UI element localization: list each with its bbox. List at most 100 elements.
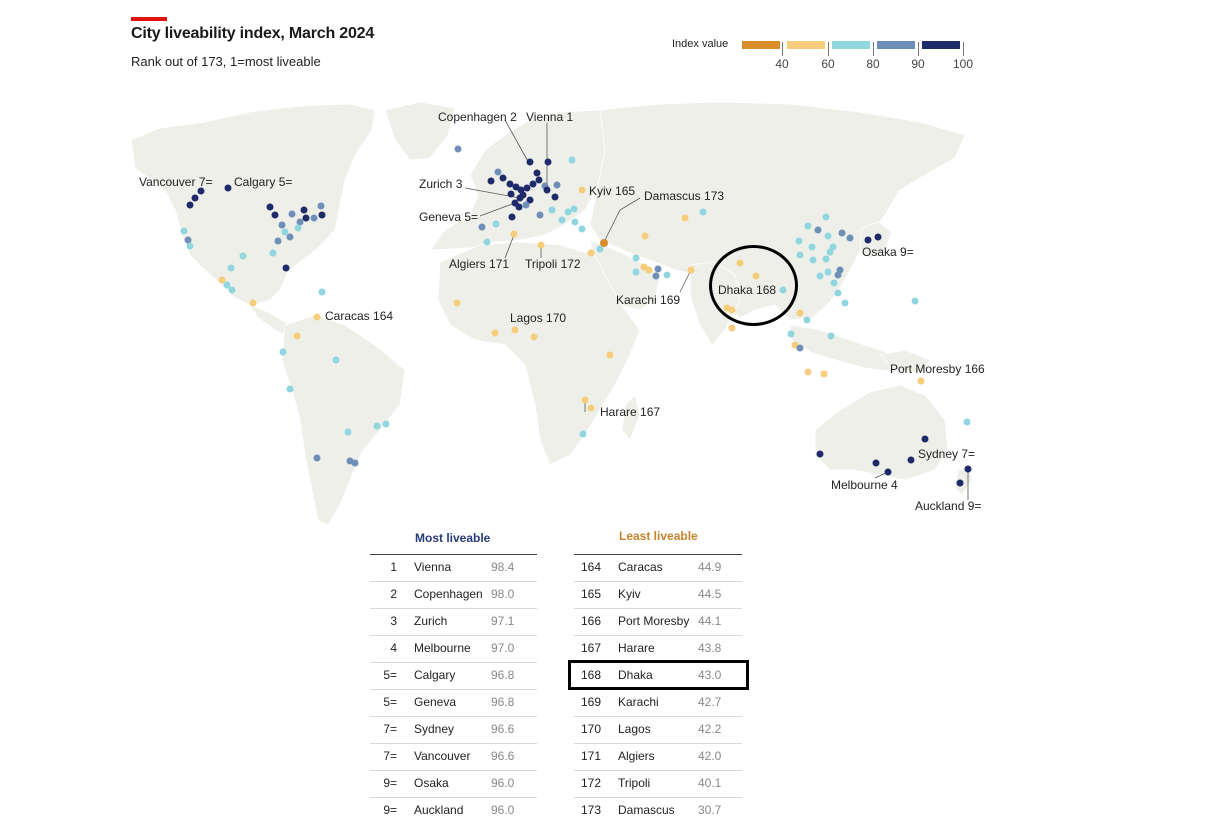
city-dot <box>809 256 817 264</box>
city-dot <box>808 243 816 251</box>
city-dot <box>963 418 971 426</box>
row-value: 42.0 <box>698 749 722 763</box>
city-dot-kyiv <box>578 186 586 194</box>
table-row: 164 Caracas 44.9 <box>574 554 742 582</box>
row-rank: 4 <box>390 641 397 655</box>
city-dot <box>551 193 559 201</box>
map-label-auckland: Auckland 9= <box>915 499 981 513</box>
label-name: Damascus <box>644 189 701 203</box>
label-name: Zurich <box>419 177 453 191</box>
table-row: 172 Tripoli 40.1 <box>574 770 742 798</box>
row-rank: 9= <box>383 776 397 790</box>
city-dot <box>571 218 579 226</box>
table-row: 166 Port Moresby 44.1 <box>574 608 742 636</box>
city-dot-calgary <box>224 184 232 192</box>
city-dot <box>483 238 491 246</box>
city-dot-lagos <box>511 326 519 334</box>
city-dot <box>564 208 572 216</box>
row-value: 96.8 <box>491 668 515 682</box>
city-dot-melbourne <box>884 468 892 476</box>
row-value: 97.1 <box>491 614 515 628</box>
label-rank: 4 <box>891 478 898 492</box>
city-dot <box>286 385 294 393</box>
legend-tick <box>828 42 829 56</box>
label-rank: 7= <box>198 175 213 189</box>
row-city: Harare <box>618 641 655 655</box>
table-row: 9= Osaka 96.0 <box>370 770 537 798</box>
city-dot <box>296 218 304 226</box>
city-dot <box>596 245 604 253</box>
city-dot <box>587 404 595 412</box>
row-value: 96.6 <box>491 749 515 763</box>
row-value: 97.0 <box>491 641 515 655</box>
chart-subtitle: Rank out of 173, 1=most liveable <box>131 54 321 69</box>
city-dot <box>453 299 461 307</box>
city-dot <box>533 169 541 177</box>
row-value: 42.2 <box>698 722 722 736</box>
row-value: 96.6 <box>491 722 515 736</box>
table-row: 5= Calgary 96.8 <box>370 662 537 690</box>
city-dot <box>313 454 321 462</box>
city-dot <box>266 203 274 211</box>
legend-swatch-3 <box>832 41 870 49</box>
city-dot <box>874 233 882 241</box>
city-dot <box>269 249 277 257</box>
city-dot-karachi <box>687 266 695 274</box>
city-dot <box>278 221 286 229</box>
row-city: Algiers <box>618 749 655 763</box>
row-value: 44.1 <box>698 614 722 628</box>
label-rank: 173 <box>704 189 725 203</box>
city-dot <box>826 248 834 256</box>
chart-title: City liveability index, March 2024 <box>131 25 375 42</box>
map-label-copenhagen: Copenhagen 2 <box>438 110 517 124</box>
city-dot <box>184 236 192 244</box>
city-dot <box>645 266 653 274</box>
leader-copenhagen <box>504 119 531 166</box>
city-dot <box>568 156 576 164</box>
row-city: Dhaka <box>618 668 653 682</box>
dhaka-row-highlight-box <box>568 660 749 690</box>
legend: Index value 40 60 80 90 100 <box>672 38 992 74</box>
city-dot <box>271 211 279 219</box>
legend-label-100: 100 <box>952 57 974 71</box>
row-value: 44.9 <box>698 560 722 574</box>
label-name: Vienna <box>526 110 564 124</box>
city-dot <box>494 168 502 176</box>
row-rank: 167 <box>580 641 601 655</box>
city-dot <box>530 333 538 341</box>
city-dot <box>239 252 247 260</box>
label-name: Auckland <box>915 499 965 513</box>
map-label-caracas: Caracas 164 <box>325 309 393 323</box>
label-rank: 171 <box>489 257 510 271</box>
city-dot <box>318 211 326 219</box>
row-rank: 3 <box>390 614 397 628</box>
table-row: 1 Vienna 98.4 <box>370 554 537 582</box>
legend-swatch-4 <box>877 41 915 49</box>
label-name: Tripoli <box>525 257 558 271</box>
label-rank: 167 <box>640 405 661 419</box>
legend-tick <box>782 42 783 56</box>
city-dot <box>454 145 462 153</box>
most-liveable-rule <box>370 554 537 555</box>
city-dot <box>663 271 671 279</box>
table-row: 7= Vancouver 96.6 <box>370 743 537 771</box>
city-dot <box>824 232 832 240</box>
land-north-america <box>130 103 376 306</box>
city-dot <box>197 187 205 195</box>
map-label-kyiv: Kyiv 165 <box>589 184 635 198</box>
city-dot <box>654 265 662 273</box>
row-city: Copenhagen <box>414 587 483 601</box>
city-dot <box>288 210 296 218</box>
row-rank: 1 <box>390 560 397 574</box>
label-name: Caracas <box>325 309 370 323</box>
city-dot <box>558 216 566 224</box>
label-name: Geneva <box>419 210 462 224</box>
land-masses <box>130 101 973 526</box>
city-dot <box>796 309 804 317</box>
row-value: 43.8 <box>698 641 722 655</box>
city-dot <box>515 203 523 211</box>
city-dot <box>535 176 543 184</box>
city-dot <box>641 232 649 240</box>
row-rank: 9= <box>383 803 397 817</box>
city-dot <box>553 181 561 189</box>
